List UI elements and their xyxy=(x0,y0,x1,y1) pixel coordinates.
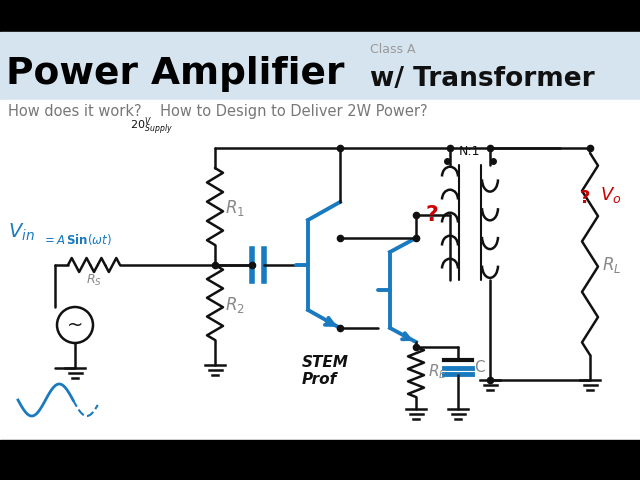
Text: w/ Transformer: w/ Transformer xyxy=(370,66,595,92)
Text: $V_o$: $V_o$ xyxy=(600,185,621,205)
Text: How does it work?    How to Design to Deliver 2W Power?: How does it work? How to Design to Deliv… xyxy=(8,104,428,119)
Text: C: C xyxy=(474,360,484,374)
Text: ?: ? xyxy=(426,205,438,225)
Text: Class A: Class A xyxy=(370,43,415,56)
Text: $20^V_{Supply}$: $20^V_{Supply}$ xyxy=(130,116,173,138)
Text: $V_{in}$: $V_{in}$ xyxy=(8,222,35,243)
Text: $R_E$: $R_E$ xyxy=(428,363,447,381)
Bar xyxy=(0,440,640,480)
Text: Power Amplifier: Power Amplifier xyxy=(6,56,344,92)
Bar xyxy=(0,32,640,100)
Text: $= A\,\mathbf{Sin}(\omega t)$: $= A\,\mathbf{Sin}(\omega t)$ xyxy=(42,232,112,247)
Text: $R_2$: $R_2$ xyxy=(225,295,245,315)
Bar xyxy=(0,0,640,32)
Bar xyxy=(0,100,640,440)
Text: ?: ? xyxy=(580,189,590,207)
Text: $R_1$: $R_1$ xyxy=(225,198,245,218)
Text: STEM
Prof: STEM Prof xyxy=(302,355,349,387)
Text: $R_S$: $R_S$ xyxy=(86,273,102,288)
Text: ~: ~ xyxy=(67,315,83,335)
Text: $R_L$: $R_L$ xyxy=(602,255,621,275)
Text: N:1: N:1 xyxy=(458,145,480,158)
